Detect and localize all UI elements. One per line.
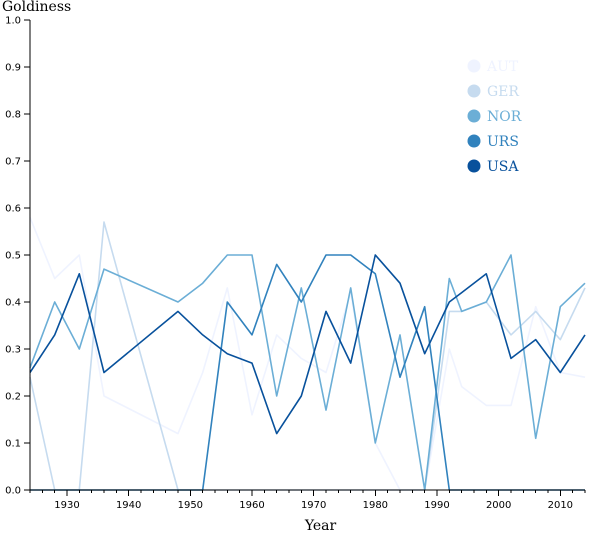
legend-swatch [467, 159, 481, 173]
legend-label: USA [487, 159, 519, 175]
legend-swatch [467, 84, 481, 98]
series-layer [29, 217, 586, 491]
legend-item-ger[interactable]: GER [467, 84, 520, 100]
series-line-ger[interactable] [29, 221, 586, 491]
legend[interactable]: AUT GER NOR URS USA [467, 59, 522, 175]
y-tick-label: 0.3 [5, 345, 21, 356]
series-line-aut[interactable] [29, 217, 586, 491]
y-tick-label: 0.0 [5, 486, 21, 497]
x-axis-title: Year [304, 518, 337, 534]
legend-item-aut[interactable]: AUT [467, 59, 519, 75]
x-tick-label: 1950 [178, 500, 203, 511]
x-tick-label: 1970 [301, 500, 326, 511]
x-tick-label: 1930 [54, 500, 79, 511]
x-tick-label: 1940 [116, 500, 141, 511]
legend-swatch [467, 109, 481, 123]
legend-item-nor[interactable]: NOR [467, 109, 522, 125]
legend-swatch [467, 59, 481, 73]
y-tick-label: 0.9 [5, 63, 21, 74]
y-tick-label: 0.2 [5, 392, 21, 403]
legend-label: GER [487, 84, 519, 100]
legend-label: AUT [486, 59, 519, 75]
y-tick-label: 0.1 [5, 439, 21, 450]
legend-item-usa[interactable]: USA [467, 159, 520, 175]
axes-layer: 0.00.10.20.30.40.50.60.70.80.91.0 1930 19… [2, 0, 586, 534]
y-tick-label: 1.0 [5, 16, 21, 27]
legend-item-urs[interactable]: URS [467, 134, 519, 150]
y-tick-label: 0.6 [5, 204, 21, 215]
y-axis-title: Goldiness [2, 0, 71, 15]
x-tick-label: 2010 [548, 500, 573, 511]
x-tick-label: 1980 [363, 500, 388, 511]
legend-label: URS [487, 134, 519, 150]
y-tick-label: 0.4 [5, 298, 21, 309]
legend-label: NOR [487, 109, 522, 125]
y-tick-label: 0.5 [5, 251, 21, 262]
y-tick-label: 0.8 [5, 110, 21, 121]
y-axis-ticks: 0.0 0.1 0.2 0.3 0.4 0.5 0.6 0.7 0.8 0.9 1.0 [5, 16, 30, 497]
series-line-usa[interactable] [29, 254, 586, 435]
x-tick-label: 2000 [486, 500, 511, 511]
x-tick-label: 1990 [424, 500, 449, 511]
series-line-nor[interactable] [29, 254, 586, 491]
x-tick-label: 1960 [239, 500, 264, 511]
x-axis-ticks: 1930 1940 1950 1960 1970 1980 1990 2000 2010 [29, 490, 586, 511]
y-tick-label: 0.7 [5, 157, 21, 168]
legend-swatch [467, 134, 481, 148]
